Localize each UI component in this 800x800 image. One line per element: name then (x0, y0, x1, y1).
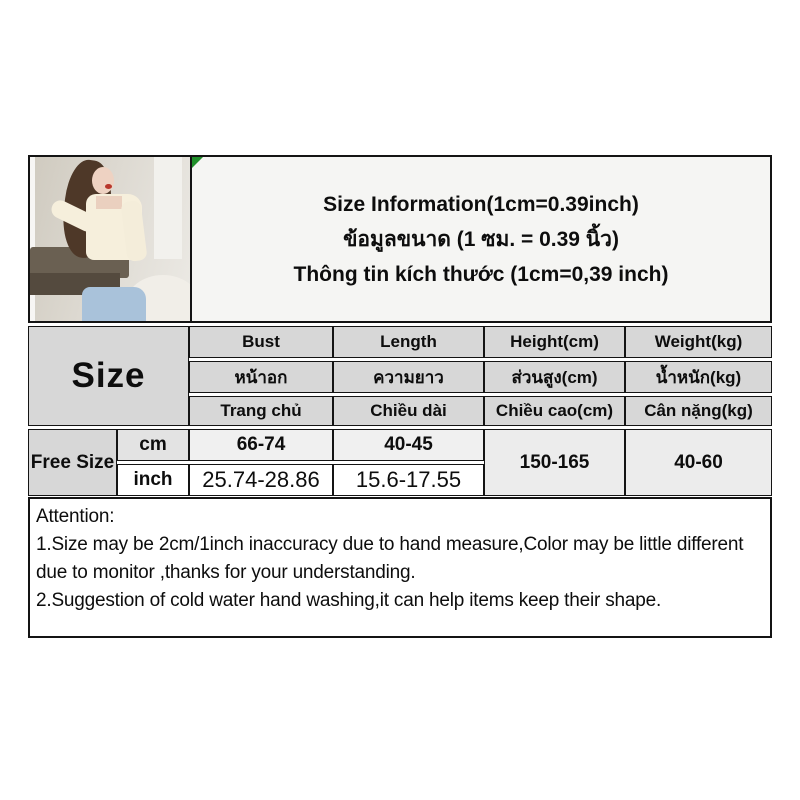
col-header-bust-vi: Trang chủ (189, 396, 333, 426)
unit-label-inch: inch (117, 464, 189, 496)
cell-comment-marker-icon (192, 157, 203, 168)
col-header-weight-vi: Cân nặng(kg) (625, 396, 772, 426)
photo-model-jeans (82, 287, 146, 321)
col-header-height-vi: Chiều cao(cm) (484, 396, 625, 426)
photo-model-lips (105, 184, 112, 189)
attention-note-2: 2.Suggestion of cold water hand washing,… (36, 590, 662, 611)
value-bust-inch: 25.74-28.86 (189, 464, 333, 496)
col-header-weight-th: น้ำหนัก(kg) (625, 361, 772, 393)
col-header-length-en: Length (333, 326, 484, 358)
photo-left-margin (30, 157, 35, 321)
value-weight-range: 40-60 (625, 429, 772, 496)
col-header-bust-en: Bust (189, 326, 333, 358)
col-header-bust-th: หน้าอก (189, 361, 333, 393)
size-table: Size Bust Length Height(cm) Weight(kg) ห… (28, 326, 772, 496)
photo-square-neckline (96, 196, 122, 209)
title-vietnamese: Thông tin kích thước (1cm=0,39 inch) (293, 262, 669, 286)
size-corner-label: Size (28, 326, 189, 426)
product-photo (30, 157, 192, 321)
photo-model-face (92, 167, 114, 194)
header-block: Size Information(1cm=0.39inch) ข้อมูลขนา… (28, 155, 772, 323)
attention-box: Attention: 1.Size may be 2cm/1inch inacc… (28, 497, 772, 638)
col-header-length-th: ความยาว (333, 361, 484, 393)
unit-label-cm: cm (117, 429, 189, 461)
col-header-height-th: ส่วนสูง(cm) (484, 361, 625, 393)
photo-wall-pillar (154, 157, 182, 259)
value-height-range: 150-165 (484, 429, 625, 496)
col-header-length-vi: Chiều dài (333, 396, 484, 426)
attention-heading: Attention: (36, 506, 115, 527)
value-bust-cm: 66-74 (189, 429, 333, 461)
value-length-inch: 15.6-17.55 (333, 464, 484, 496)
title-thai: ข้อมูลขนาด (1 ซม. = 0.39 นิ้ว) (343, 227, 619, 251)
value-length-cm: 40-45 (333, 429, 484, 461)
title-english: Size Information(1cm=0.39inch) (323, 192, 639, 216)
col-header-height-en: Height(cm) (484, 326, 625, 358)
attention-note-1: 1.Size may be 2cm/1inch inaccuracy due t… (36, 534, 744, 583)
title-cell: Size Information(1cm=0.39inch) ข้อมูลขนา… (192, 157, 770, 321)
row-label-free-size: Free Size (28, 429, 117, 496)
col-header-weight-en: Weight(kg) (625, 326, 772, 358)
